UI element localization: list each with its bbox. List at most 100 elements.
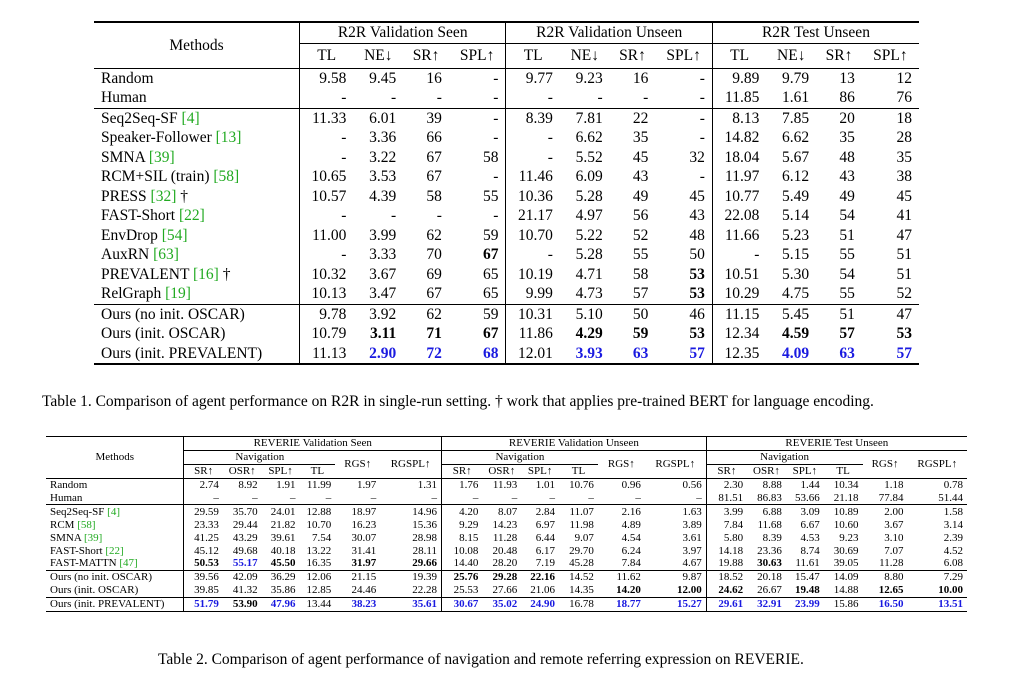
metric-cell: 6.09 — [575, 168, 603, 186]
metric-cell: 45.28 — [569, 557, 594, 570]
metric-cell: 4.52 — [943, 544, 963, 557]
metric-cell: 3.92 — [353, 303, 404, 324]
method-name: FAST-MATTN [47] — [46, 557, 184, 570]
citation-link[interactable]: [19] — [165, 285, 191, 303]
metric-cell: 5.49 — [782, 187, 810, 205]
metric-cell: 6.88 — [747, 504, 786, 519]
metric-cell: 20 — [816, 107, 862, 128]
metric-cell: 5.28 — [575, 246, 603, 264]
table1-column-header: SR↑ — [816, 43, 862, 69]
metric-cell: 47 — [861, 303, 919, 324]
metric-cell: 10.00 — [938, 584, 963, 597]
metric-cell: 16.23 — [351, 518, 377, 531]
metric-cell: 6.12 — [782, 168, 810, 186]
metric-cell: 2.16 — [597, 504, 645, 519]
method-name: Ours (no init. OSCAR) — [46, 569, 184, 584]
citation-link[interactable]: [16] — [193, 265, 219, 283]
metric-cell: 52 — [632, 226, 649, 244]
metric-cell: 16.35 — [306, 557, 332, 570]
metric-cell: 29.70 — [569, 544, 594, 557]
metric-cell: 5.45 — [766, 303, 817, 324]
table2-group-header-row: Methods REVERIE Validation Seen REVERIE … — [46, 436, 967, 479]
metric-cell: 4.89 — [621, 518, 641, 531]
table1-column-header: SPL↑ — [448, 43, 506, 69]
metric-cell: 10.70 — [505, 225, 560, 245]
citation-link[interactable]: [47] — [119, 557, 138, 570]
table1-column-header: SPL↑ — [655, 43, 713, 69]
metric-cell: - — [643, 89, 649, 107]
table2-column-header: SPL↑ — [521, 464, 560, 479]
metric-cell: 4.59 — [782, 325, 810, 343]
metric-cell: 47 — [896, 226, 913, 244]
metric-cell: 30.63 — [757, 557, 782, 570]
metric-cell: 11.00 — [298, 225, 354, 245]
citation-link[interactable]: [39] — [83, 531, 103, 544]
metric-cell: 25.76 — [441, 569, 483, 584]
metric-cell: 39.05 — [833, 557, 859, 570]
metric-cell: 58 — [632, 265, 649, 283]
method-label: Ours (no init. OSCAR) — [50, 571, 153, 584]
citation-link[interactable]: [22] — [105, 544, 124, 557]
metric-cell: 14.35 — [569, 584, 594, 597]
metric-cell: 4.20 — [441, 504, 483, 519]
metric-cell: 63 — [632, 344, 649, 362]
metric-cell: 7.19 — [535, 557, 556, 570]
metric-cell: 14.88 — [833, 584, 859, 597]
citation-link[interactable]: [58] — [213, 168, 240, 186]
metric-cell: 41 — [896, 207, 913, 225]
citation-link[interactable]: [4] — [181, 109, 200, 127]
metric-cell: 54 — [839, 207, 855, 225]
metric-cell: - — [298, 88, 354, 108]
citation-link[interactable]: [58] — [77, 518, 96, 531]
method-name: FAST-Short [22] — [94, 206, 299, 226]
reverie-results-table: Methods REVERIE Validation Seen REVERIE … — [46, 436, 967, 612]
metric-cell: - — [699, 168, 705, 186]
metric-cell: - — [298, 128, 354, 148]
metric-cell: 13.44 — [299, 596, 336, 612]
metric-cell: 7.54 — [311, 531, 332, 544]
metric-cell: 5.23 — [782, 226, 810, 244]
method-label: Ours (init. OSCAR) — [101, 325, 226, 343]
citation-link[interactable]: [13] — [215, 129, 242, 147]
metric-cell: 4.54 — [621, 531, 641, 544]
metric-cell: 30.67 — [441, 596, 483, 612]
metric-cell: 41.32 — [232, 584, 258, 597]
metric-cell: 14.82 — [711, 128, 767, 148]
metric-cell: - — [493, 168, 499, 186]
metric-cell: 10.31 — [505, 303, 560, 324]
metric-cell: 57 — [632, 285, 649, 303]
metric-cell: 24.46 — [351, 584, 377, 597]
metric-cell: 67 — [482, 325, 499, 343]
table2-caption: Table 2. Comparison of agent performance… — [158, 651, 804, 668]
metric-cell: 24.62 — [705, 583, 748, 598]
table2-column-header: TL — [299, 464, 336, 479]
metric-cell: 12.01 — [505, 343, 560, 364]
table2-column-header: SR↑ — [441, 464, 483, 479]
citation-link[interactable]: [4] — [107, 505, 120, 518]
metric-cell: 8.15 — [441, 531, 483, 545]
metric-cell: - — [493, 207, 499, 225]
citation-link[interactable]: [39] — [148, 148, 175, 166]
metric-cell: 4.97 — [575, 207, 603, 225]
navigation-header: Navigation — [183, 450, 336, 465]
metric-cell: 28.98 — [412, 531, 438, 544]
metric-cell: 6.01 — [353, 107, 404, 128]
metric-cell: 18.52 — [705, 569, 748, 584]
metric-cell: 19.39 — [380, 569, 442, 584]
metric-cell: 39.85 — [183, 583, 223, 598]
metric-cell: 5.80 — [705, 531, 748, 545]
metric-cell: 10.60 — [833, 518, 859, 531]
metric-cell: 20.48 — [492, 544, 518, 557]
citation-link[interactable]: [22] — [178, 207, 205, 225]
metric-cell: - — [699, 69, 705, 87]
metric-cell: 23.36 — [757, 544, 782, 557]
metric-cell: 11.99 — [306, 479, 332, 492]
citation-link[interactable]: [32] — [150, 187, 177, 205]
citation-link[interactable]: [54] — [161, 226, 188, 244]
metric-cell: 15.47 — [785, 569, 824, 584]
metric-cell: 50.53 — [183, 557, 223, 571]
citation-link[interactable]: [63] — [153, 246, 179, 264]
metric-cell: 24.01 — [261, 504, 300, 519]
method-name: EnvDrop [54] — [94, 226, 299, 246]
metric-cell: 36.29 — [261, 569, 300, 584]
